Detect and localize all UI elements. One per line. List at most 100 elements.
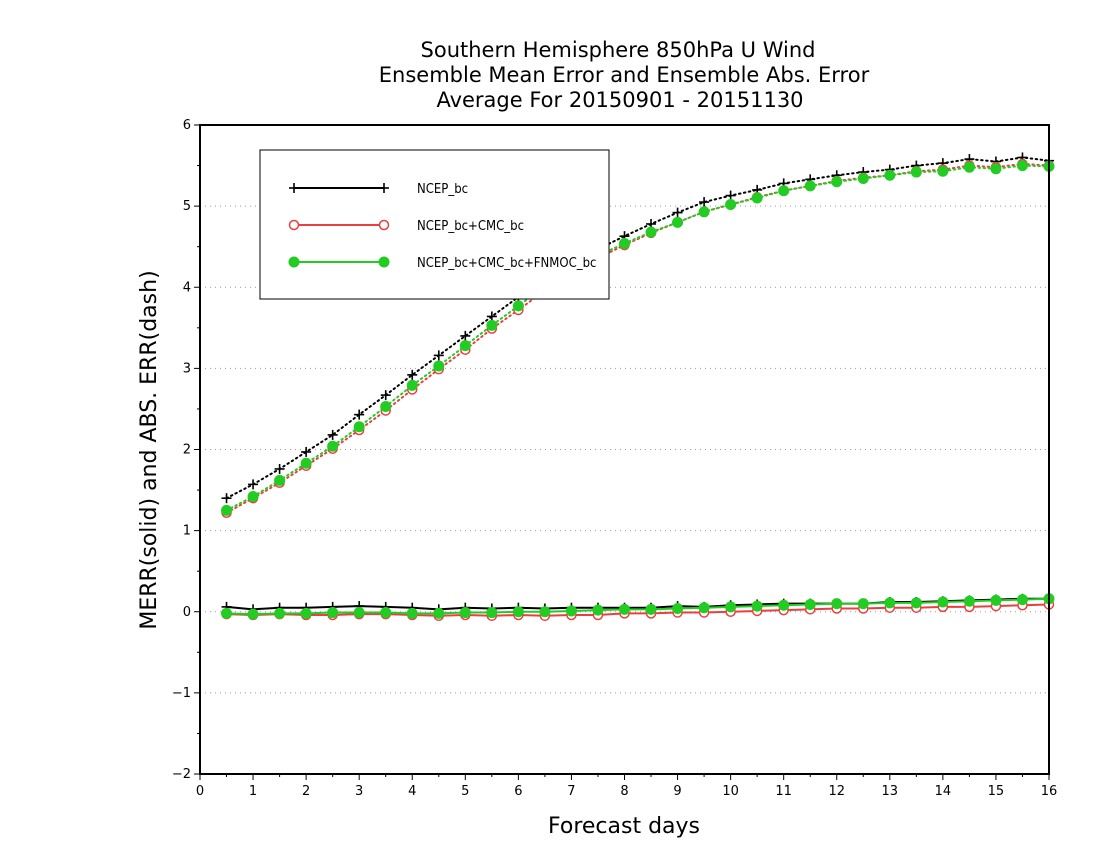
- legend-marker: [289, 183, 299, 193]
- legend-item-2: NCEP_bc+CMC_bc+FNMOC_bc: [288, 256, 596, 271]
- abs-err-point: [937, 165, 949, 177]
- y-tick-label: 4: [183, 280, 191, 295]
- merr-point: [804, 598, 816, 610]
- chart-title-line-3: Average For 20150901 - 20151130: [436, 88, 803, 112]
- merr-point: [592, 604, 604, 616]
- abs-err-point: [274, 463, 285, 474]
- x-tick-label: 2: [302, 784, 310, 799]
- y-tick-label: −2: [172, 767, 191, 782]
- merr-point: [672, 603, 684, 615]
- x-tick-label: 6: [514, 784, 522, 799]
- x-tick-label: 14: [935, 784, 952, 799]
- abs-err-point: [751, 192, 763, 204]
- merr-point: [884, 597, 896, 609]
- abs-err-point: [486, 319, 498, 331]
- merr-point: [380, 607, 392, 619]
- merr-point: [459, 607, 471, 619]
- x-tick-label: 13: [882, 784, 899, 799]
- merr-point: [406, 607, 418, 619]
- merr-point: [751, 600, 763, 612]
- merr-point: [221, 607, 233, 619]
- merr-point: [725, 601, 737, 613]
- abs-err-point: [857, 173, 869, 185]
- legend-marker: [379, 183, 389, 193]
- abs-err-point: [380, 401, 392, 413]
- y-tick-label: 1: [183, 524, 191, 539]
- x-tick-label: 16: [1041, 784, 1058, 799]
- abs-err-point: [459, 340, 471, 352]
- plot-frame: [199, 124, 1050, 775]
- merr-point: [963, 595, 975, 607]
- y-axis-label: MERR(solid) and ABS. ERR(dash): [137, 270, 162, 629]
- abs-err-point: [512, 300, 524, 312]
- abs-err-point: [460, 330, 471, 341]
- abs-err-point: [804, 180, 816, 192]
- abs-err-point: [725, 199, 737, 211]
- abs-err-point: [221, 504, 233, 516]
- abs-err-point: [778, 185, 790, 197]
- y-tick-label: 3: [183, 361, 191, 376]
- abs-err-point: [619, 237, 630, 249]
- abs-err-point: [248, 479, 259, 490]
- abs-err-point: [831, 176, 843, 188]
- merr-point: [910, 597, 922, 609]
- x-tick-label: 4: [408, 784, 416, 799]
- abs-err-point: [274, 474, 286, 486]
- legend-marker: [288, 219, 300, 231]
- merr-point: [645, 603, 657, 615]
- abs-err-point: [407, 369, 418, 380]
- x-tick-label: 0: [196, 784, 204, 799]
- abs-err-point: [327, 429, 338, 440]
- x-tick-label: 15: [988, 784, 1005, 799]
- merr-point: [327, 607, 339, 619]
- legend-marker: [288, 256, 300, 268]
- merr-point: [274, 607, 286, 619]
- x-tick-label: 11: [775, 784, 792, 799]
- legend-label: NCEP_bc: [417, 182, 468, 197]
- merr-point: [937, 596, 949, 608]
- abs-err-point: [672, 207, 683, 218]
- abs-err-point: [406, 379, 418, 391]
- abs-err-point: [884, 169, 896, 181]
- x-tick-label: 12: [828, 784, 845, 799]
- merr-point: [857, 598, 869, 610]
- merr-point: [831, 598, 843, 610]
- merr-point: [619, 603, 630, 615]
- legend-marker: [378, 256, 390, 268]
- x-tick-label: 5: [461, 784, 469, 799]
- abs-err-point: [433, 360, 445, 372]
- y-tick-label: 2: [183, 443, 191, 458]
- chart-title-line-1: Southern Hemisphere 850hPa U Wind: [421, 38, 816, 62]
- x-axis-label: Forecast days: [548, 814, 700, 839]
- merr-point: [247, 608, 259, 620]
- merr-point: [1016, 594, 1028, 606]
- merr-point: [300, 607, 312, 619]
- abs-err-point: [672, 216, 684, 228]
- abs-err-point: [910, 166, 922, 178]
- abs-err-point: [725, 190, 736, 201]
- abs-err-point: [301, 446, 312, 457]
- abs-err-point: [990, 163, 1002, 175]
- merr-point: [512, 606, 524, 618]
- legend-label: NCEP_bc+CMC_bc: [417, 219, 524, 234]
- merr-point: [353, 607, 365, 619]
- abs-err-point: [327, 440, 339, 452]
- x-tick-label: 9: [673, 784, 681, 799]
- legend-marker: [378, 219, 390, 231]
- abs-err-point: [354, 409, 365, 420]
- x-tick-label: 10: [722, 784, 739, 799]
- y-tick-label: 5: [183, 199, 191, 214]
- legend: NCEP_bc NCEP_bc+CMC_bc NCEP_bc+CMC_bc+FNMO…: [259, 149, 610, 300]
- abs-err-point: [1016, 160, 1028, 172]
- y-tick-label: 6: [183, 118, 191, 133]
- abs-err-point: [380, 390, 391, 401]
- merr-point: [778, 599, 790, 611]
- legend-item-1: NCEP_bc+CMC_bc: [288, 219, 524, 234]
- x-tick-label: 8: [620, 784, 628, 799]
- x-tick-label: 7: [567, 784, 575, 799]
- y-tick-label: 0: [183, 605, 191, 620]
- legend-item-0: NCEP_bc: [289, 182, 468, 197]
- x-tick-label: 1: [249, 784, 257, 799]
- abs-err-line: [225, 164, 1050, 512]
